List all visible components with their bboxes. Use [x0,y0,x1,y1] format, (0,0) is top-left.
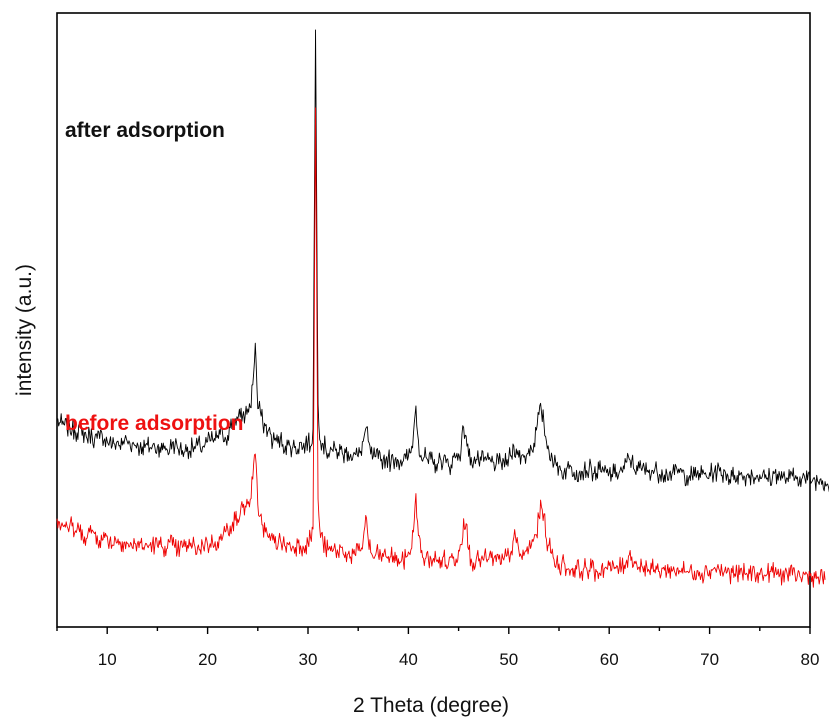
y-axis-title: intensity (a.u.) [13,264,36,396]
x-tick-label: 20 [198,650,217,669]
x-tick-label: 10 [98,650,117,669]
series-label-after: after adsorption [65,119,225,142]
series-line-before-adsorption [56,107,826,588]
x-tick-label: 40 [399,650,418,669]
x-tick-label: 60 [600,650,619,669]
x-axis: 10 20 30 40 50 60 70 80 [56,627,820,669]
series-label-before: before adsorption [65,412,244,435]
plot-frame [56,12,811,628]
plot-area [56,29,829,588]
x-axis-title: 2 Theta (degree) [353,694,509,717]
x-tick-label: 30 [299,650,318,669]
x-tick-label: 70 [700,650,719,669]
x-tick-label: 80 [801,650,820,669]
x-tick-label: 50 [499,650,518,669]
series-line-after-adsorption [56,29,829,493]
